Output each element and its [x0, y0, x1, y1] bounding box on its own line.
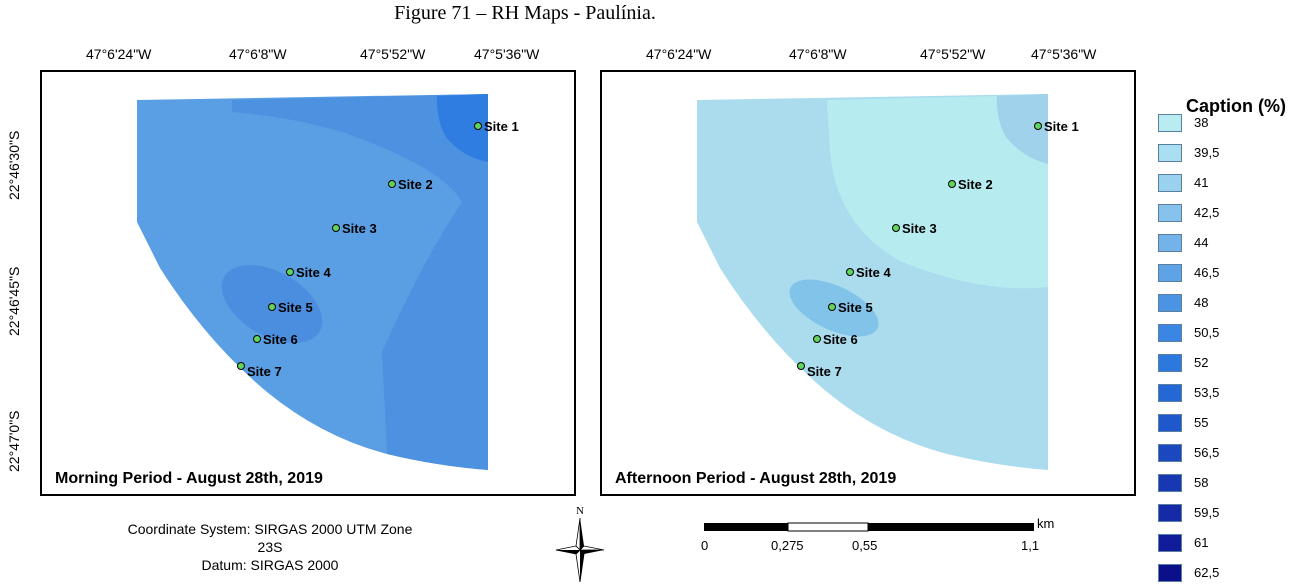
rh-zone: [232, 94, 488, 470]
scale-label: 0: [701, 538, 709, 553]
site-7-label: Site 7: [247, 364, 282, 379]
map-frame: Site 1 Site 2 Site 3 Site 4 Site 5 Site …: [40, 70, 576, 496]
legend-swatch: [1158, 354, 1182, 372]
legend-label: 48: [1194, 295, 1209, 310]
site-1-marker: [1034, 122, 1042, 130]
map-frame: Site 1 Site 2 Site 3 Site 4 Site 5 Site …: [600, 70, 1136, 496]
site-5-marker: [268, 303, 276, 311]
legend-swatch: [1158, 114, 1182, 132]
site-6-marker: [253, 335, 261, 343]
site-4-label: Site 4: [856, 265, 891, 280]
figure-title: Figure 71 – RH Maps - Paulínia.: [394, 2, 656, 24]
legend-swatch: [1158, 204, 1182, 222]
site-markers: Site 1 Site 2 Site 3 Site 4 Site 5 Site …: [797, 119, 1079, 379]
site-7-marker: [797, 362, 805, 370]
site-4-marker: [286, 268, 294, 276]
scale-label: 0,55: [852, 538, 878, 553]
site-2-label: Site 2: [398, 177, 433, 192]
site-7-label: Site 7: [807, 364, 842, 379]
rh-surface-afternoon: Site 1 Site 2 Site 3 Site 4 Site 5 Site …: [697, 94, 1079, 470]
rh-surface-morning: Site 1 Site 2 Site 3 Site 4 Site 5 Site …: [137, 94, 519, 470]
scale-bar: [704, 522, 1034, 532]
scale-label: 0,275: [771, 538, 804, 553]
site-5-label: Site 5: [278, 300, 313, 315]
legend-swatch: [1158, 564, 1182, 582]
rh-hot-zone: [436, 94, 488, 162]
legend-label: 50,5: [1194, 325, 1220, 340]
site-6-marker: [813, 335, 821, 343]
site-6-label: Site 6: [263, 332, 298, 347]
legend-swatch: [1158, 444, 1182, 462]
scale-unit: km: [1037, 516, 1055, 531]
coordinate-system-text: Coordinate System: SIRGAS 2000 UTM Zone …: [127, 521, 413, 555]
legend-label: 41: [1194, 175, 1209, 190]
coordinate-info: Coordinate System: SIRGAS 2000 UTM Zone …: [120, 520, 420, 574]
site-1-marker: [474, 122, 482, 130]
site-1-label: Site 1: [484, 119, 519, 134]
legend-swatch: [1158, 534, 1182, 552]
lat-tick: 22°46'30"S: [6, 130, 22, 200]
north-label: N: [576, 505, 584, 517]
lon-tick: 47°5'52"W: [920, 46, 986, 62]
legend-label: 59,5: [1194, 505, 1220, 520]
site-5-label: Site 5: [838, 300, 873, 315]
site-4-label: Site 4: [296, 265, 331, 280]
panel-label-morning: Morning Period - August 28th, 2019: [55, 470, 323, 487]
legend-swatch: [1158, 264, 1182, 282]
site-3-label: Site 3: [902, 221, 937, 236]
legend-swatch: [1158, 294, 1182, 312]
lon-tick: 47°6'8"W: [789, 46, 847, 62]
site-markers: Site 1 Site 2 Site 3 Site 4 Site 5 Site …: [237, 119, 519, 379]
lon-tick: 47°5'36"W: [1031, 46, 1097, 62]
legend-label: 53,5: [1194, 385, 1220, 400]
legend-label: 38: [1194, 115, 1209, 130]
site-6-label: Site 6: [823, 332, 858, 347]
scale-label: 1,1: [1021, 538, 1040, 553]
legend-label: 44: [1194, 235, 1209, 250]
datum-text: Datum: SIRGAS 2000: [201, 557, 339, 573]
site-3-marker: [332, 224, 340, 232]
legend-swatch: [1158, 234, 1182, 252]
lon-tick: 47°6'24"W: [86, 46, 152, 62]
legend-swatch: [1158, 474, 1182, 492]
site-2-label: Site 2: [958, 177, 993, 192]
legend-label: 52: [1194, 355, 1209, 370]
legend-swatch: [1158, 144, 1182, 162]
legend-title: Caption (%): [1186, 96, 1286, 116]
legend-swatch: [1158, 384, 1182, 402]
site-3-marker: [892, 224, 900, 232]
site-1-label: Site 1: [1044, 119, 1079, 134]
legend-label: 62,5: [1194, 565, 1220, 580]
legend-label: 39,5: [1194, 145, 1220, 160]
site-3-label: Site 3: [342, 221, 377, 236]
lon-tick: 47°5'36"W: [474, 46, 540, 62]
legend-swatch: [1158, 174, 1182, 192]
site-4-marker: [846, 268, 854, 276]
legend-label: 56,5: [1194, 445, 1220, 460]
rh-hot-zone: [996, 94, 1048, 164]
panel-label-afternoon: Afternoon Period - August 28th, 2019: [615, 470, 897, 487]
legend-label: 42,5: [1194, 205, 1220, 220]
lon-tick: 47°6'8"W: [229, 46, 287, 62]
site-7-marker: [237, 362, 245, 370]
legend-swatch: [1158, 414, 1182, 432]
legend-swatch: [1158, 504, 1182, 522]
legend-label: 55: [1194, 415, 1209, 430]
legend-label: 61: [1194, 535, 1209, 550]
lat-tick: 22°47'0"S: [6, 410, 22, 472]
legend-swatch: [1158, 324, 1182, 342]
legend-label: 58: [1194, 475, 1209, 490]
rh-zone: [827, 96, 1048, 289]
site-5-marker: [828, 303, 836, 311]
lat-tick: 22°46'45"S: [6, 266, 22, 336]
north-arrow-icon: N: [555, 505, 605, 582]
lon-tick: 47°5'52"W: [360, 46, 426, 62]
site-2-marker: [388, 180, 396, 188]
lon-tick: 47°6'24"W: [646, 46, 712, 62]
legend-label: 46,5: [1194, 265, 1220, 280]
site-2-marker: [948, 180, 956, 188]
